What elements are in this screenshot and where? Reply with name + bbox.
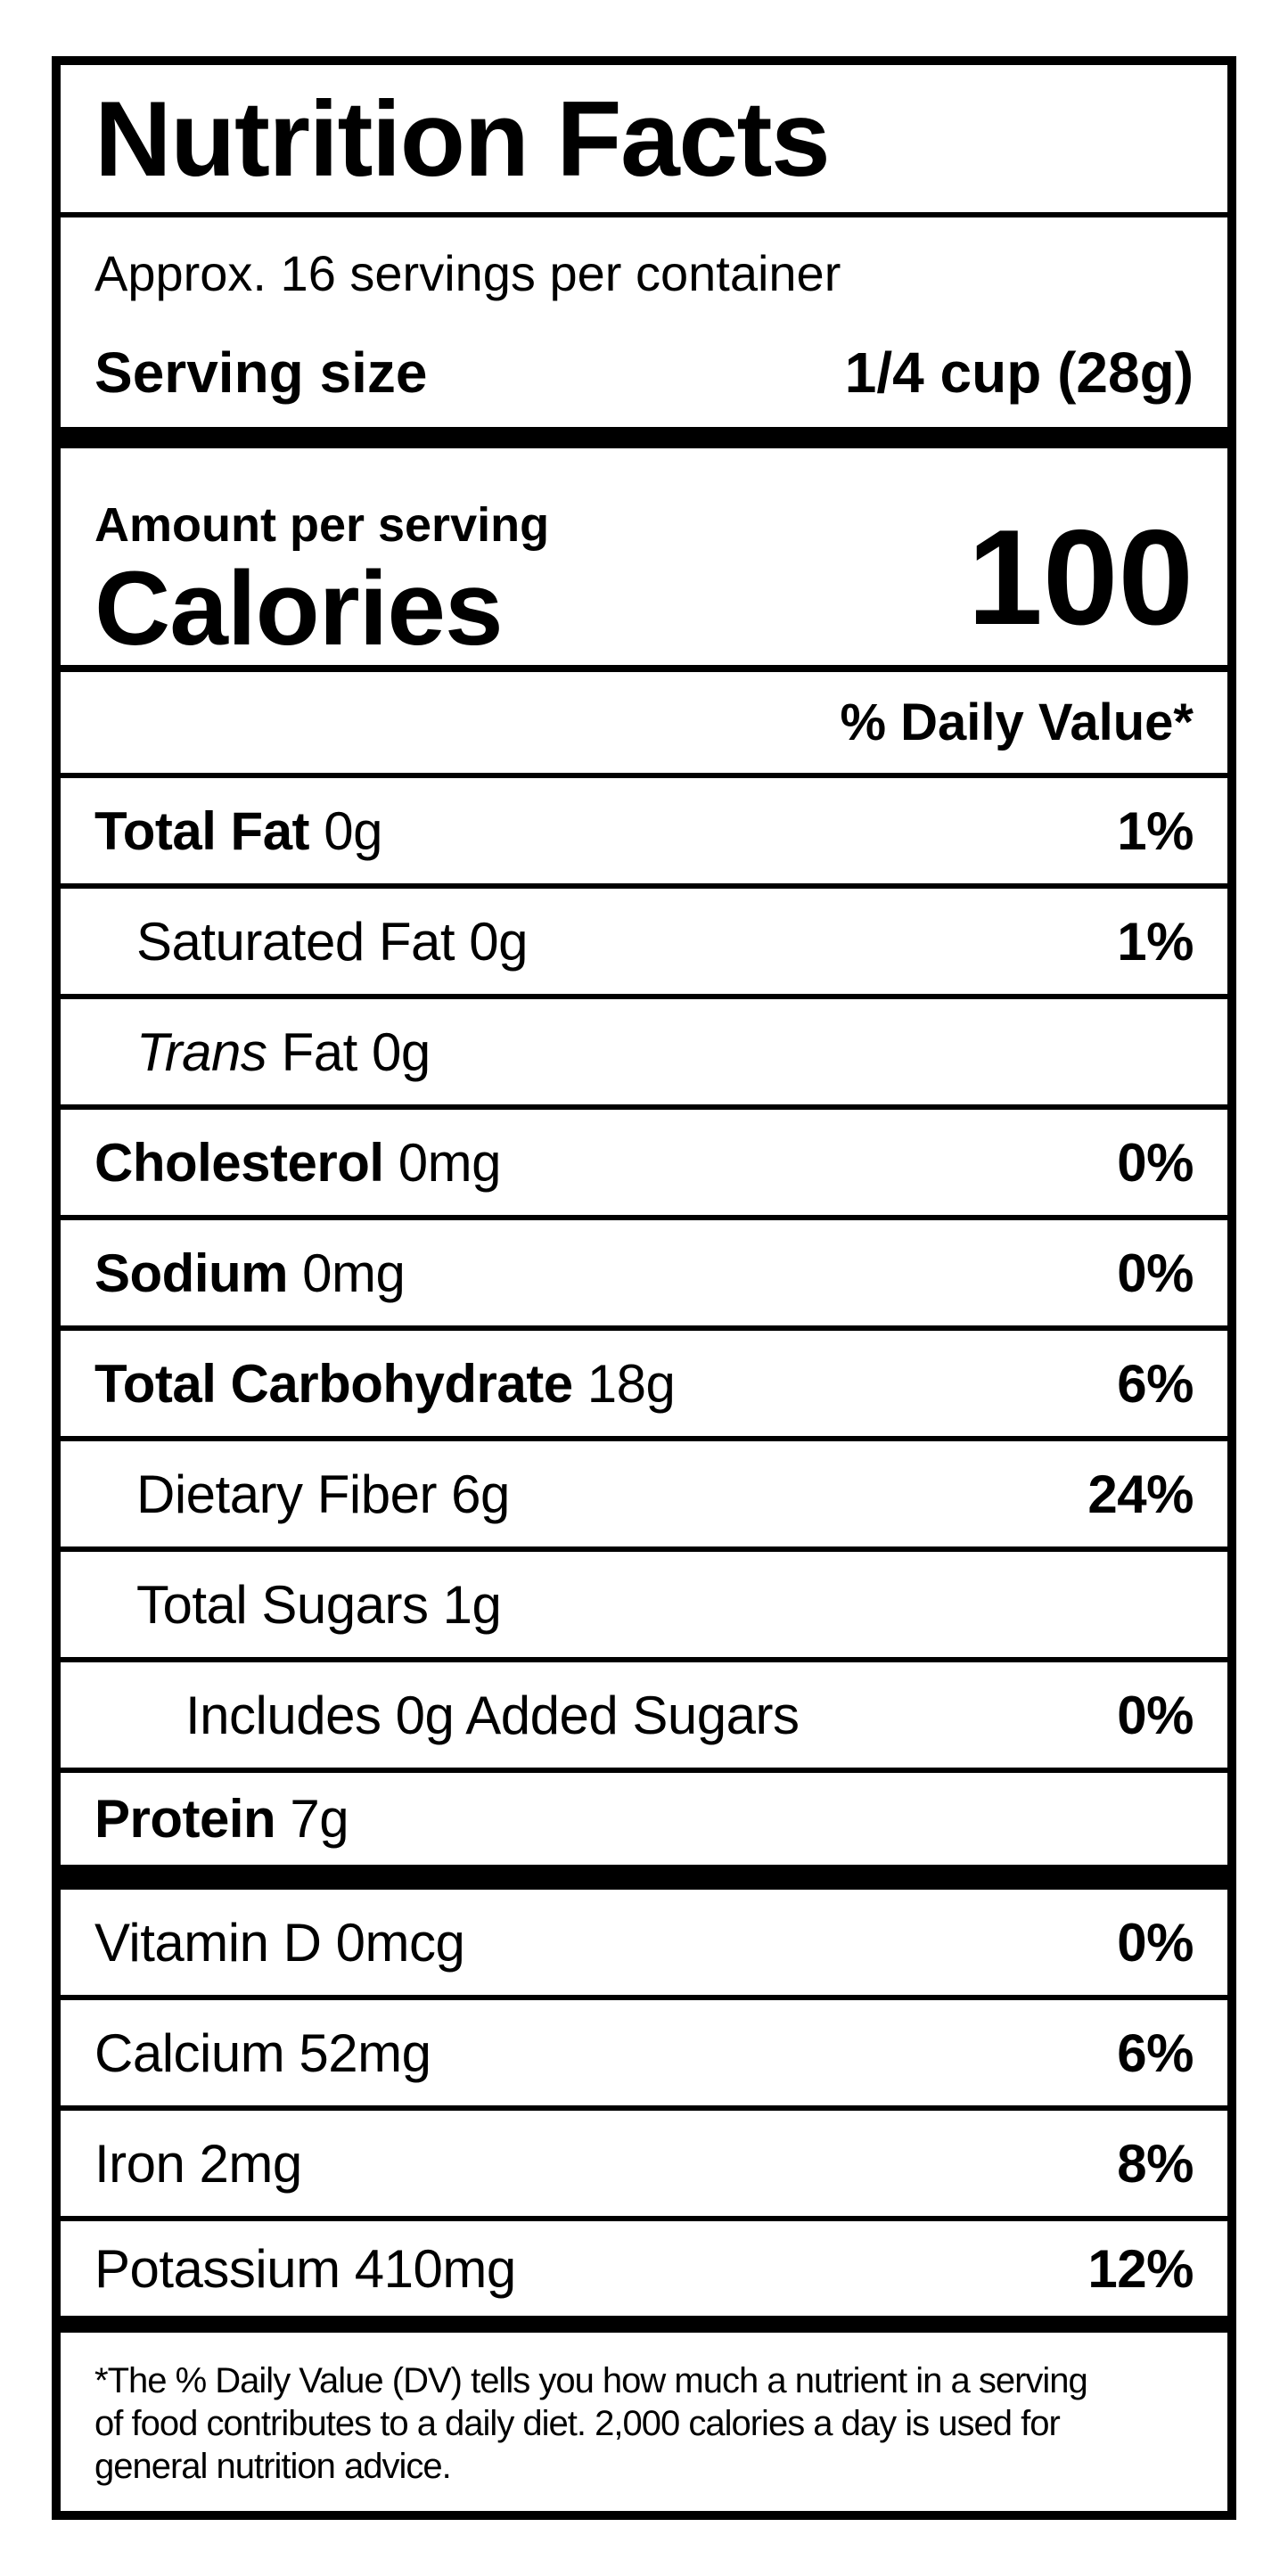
nutrient-name: Total Sugars [136, 1574, 429, 1635]
nutrient-name: Protein [94, 1789, 276, 1849]
daily-value-percent: 0% [1117, 1685, 1194, 1745]
nutrient-name-italic: Trans [136, 1021, 267, 1082]
nutrient-name-and-amount: Total Sugars 1g [136, 1574, 502, 1635]
label-title: Nutrition Facts [94, 78, 831, 199]
nutrient-name: Dietary Fiber [136, 1464, 437, 1524]
calories-left-column: Amount per serving Calories [94, 497, 549, 665]
nutrient-name: Vitamin D [94, 1912, 322, 1973]
daily-value-percent: 6% [1117, 1353, 1194, 1414]
nutrient-row-calcium: Calcium 52mg 6% [61, 2000, 1227, 2111]
daily-value-percent: 1% [1117, 800, 1194, 861]
daily-value-percent: 0% [1117, 1243, 1194, 1303]
footnote-section: *The % Daily Value (DV) tells you how mu… [61, 2333, 1227, 2511]
nutrient-name: Calcium [94, 2022, 285, 2083]
nutrient-row-total-sugars: Total Sugars 1g [61, 1552, 1227, 1662]
daily-value-percent: 6% [1117, 2022, 1194, 2083]
nutrient-row-saturated-fat: Saturated Fat 0g 1% [61, 889, 1227, 999]
daily-value-header: % Daily Value* [840, 693, 1194, 751]
nutrient-row-potassium: Potassium 410mg 12% [61, 2221, 1227, 2321]
serving-size-label: Serving size [94, 340, 428, 405]
nutrient-row-Trans-fat: Trans Fat 0g [61, 999, 1227, 1110]
nutrient-row-sodium: Sodium 0mg 0% [61, 1220, 1227, 1331]
nutrient-name-and-amount: Total Fat 0g [94, 800, 382, 861]
daily-value-footnote: *The % Daily Value (DV) tells you how mu… [94, 2361, 1088, 2486]
daily-value-header-row: % Daily Value* [61, 672, 1227, 778]
amount-per-serving-label: Amount per serving [94, 498, 550, 553]
nutrient-name-and-amount: Cholesterol 0mg [94, 1132, 501, 1193]
daily-value-percent: 0% [1117, 1132, 1194, 1193]
nutrient-name: Sodium [94, 1243, 289, 1303]
nutrient-name-and-amount: Includes 0g Added Sugars [185, 1685, 800, 1746]
footnote-separator-bar [61, 2321, 1227, 2333]
nutrient-name-and-amount: Iron 2mg [94, 2133, 302, 2194]
nutrient-name-and-amount: Calcium 52mg [94, 2022, 431, 2083]
daily-value-percent: 8% [1117, 2133, 1194, 2194]
nutrient-name-and-amount: Potassium 410mg [94, 2238, 516, 2299]
nutrient-name-and-amount: Trans Fat 0g [136, 1021, 431, 1082]
nutrient-name-and-amount: Protein 7g [94, 1789, 349, 1849]
nutrient-name-and-amount: Saturated Fat 0g [136, 911, 528, 972]
nutrient-row-cholesterol: Cholesterol 0mg 0% [61, 1110, 1227, 1220]
calories-value: 100 [967, 502, 1194, 653]
daily-value-percent: 1% [1117, 911, 1194, 972]
nutrient-name: Iron [94, 2133, 185, 2194]
nutrient-name: Potassium [94, 2238, 340, 2299]
nutrient-name-and-amount: Sodium 0mg [94, 1243, 406, 1303]
serving-size-row: Serving size 1/4 cup (28g) [94, 340, 1194, 406]
label-header: Nutrition Facts [61, 65, 1227, 217]
nutrient-name: Includes 0g Added Sugars [185, 1685, 800, 1745]
nutrition-facts-label: Nutrition Facts Approx. 16 servings per … [52, 56, 1236, 2520]
nutrient-row-total-fat: Total Fat 0g 1% [61, 778, 1227, 889]
daily-value-percent: 24% [1087, 1464, 1194, 1524]
nutrient-row-protein: Protein 7g [61, 1773, 1227, 1890]
nutrient-name: Total Carbohydrate [94, 1353, 573, 1414]
servings-per-container: Approx. 16 servings per container [94, 245, 841, 301]
nutrient-name: Cholesterol [94, 1132, 384, 1193]
nutrient-row-vitamin-d: Vitamin D 0mcg 0% [61, 1890, 1227, 2000]
nutrient-name: Saturated Fat [136, 911, 455, 972]
nutrient-row-total-carbohydrate: Total Carbohydrate 18g 6% [61, 1331, 1227, 1441]
nutrient-name: Fat [281, 1021, 358, 1082]
nutrient-row-dietary-fiber: Dietary Fiber 6g 24% [61, 1441, 1227, 1552]
nutrient-row-iron: Iron 2mg 8% [61, 2111, 1227, 2221]
nutrient-name: Total Fat [94, 800, 310, 861]
nutrient-name-and-amount: Total Carbohydrate 18g [94, 1353, 676, 1414]
calories-section: Amount per serving Calories 100 [61, 448, 1227, 672]
serving-size-value: 1/4 cup (28g) [844, 340, 1194, 405]
nutrient-row-includes-0g-added-sugars: Includes 0g Added Sugars 0% [61, 1662, 1227, 1773]
nutrient-name-and-amount: Dietary Fiber 6g [136, 1464, 510, 1524]
daily-value-percent: 0% [1117, 1912, 1194, 1973]
calories-label: Calories [94, 550, 504, 669]
daily-value-percent: 12% [1087, 2238, 1194, 2299]
serving-section: Approx. 16 servings per container Servin… [61, 217, 1227, 448]
nutrient-name-and-amount: Vitamin D 0mcg [94, 1912, 465, 1973]
